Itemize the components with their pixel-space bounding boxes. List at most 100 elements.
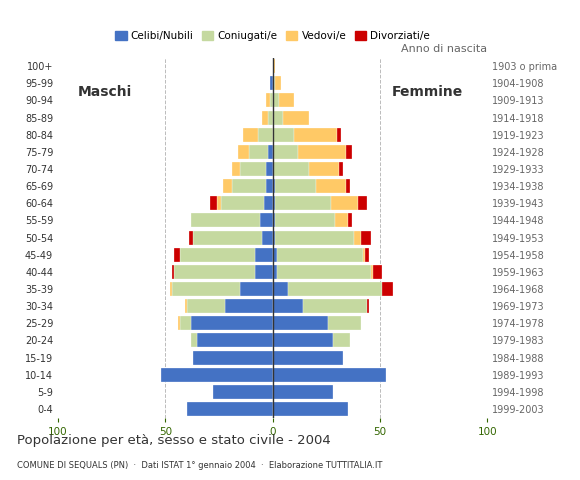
Bar — [328, 316, 361, 330]
Bar — [211, 196, 217, 210]
Bar — [184, 299, 187, 313]
Bar — [354, 230, 361, 245]
Bar — [275, 196, 331, 210]
Bar — [273, 59, 275, 73]
Bar — [331, 196, 358, 210]
Bar — [371, 265, 374, 279]
Bar — [270, 76, 273, 90]
Legend: Celibi/Nubili, Coniugati/e, Vedovi/e, Divorziati/e: Celibi/Nubili, Coniugati/e, Vedovi/e, Di… — [111, 27, 434, 45]
Bar — [273, 110, 284, 125]
Bar — [273, 299, 303, 313]
Bar — [273, 128, 294, 142]
Bar — [264, 196, 273, 210]
Bar — [273, 350, 343, 365]
Bar — [223, 179, 232, 193]
Bar — [189, 230, 193, 245]
Bar — [217, 196, 221, 210]
Text: COMUNE DI SEQUALS (PN)  ·  Dati ISTAT 1° gennaio 2004  ·  Elaborazione TUTTITALI: COMUNE DI SEQUALS (PN) · Dati ISTAT 1° g… — [17, 461, 383, 470]
Bar — [273, 179, 275, 193]
Bar — [232, 179, 266, 193]
Bar — [191, 214, 260, 228]
Bar — [279, 94, 294, 108]
Bar — [361, 230, 371, 245]
Bar — [309, 162, 339, 176]
Bar — [180, 248, 255, 262]
Bar — [273, 145, 298, 159]
Bar — [269, 110, 273, 125]
Text: Anno di nascita: Anno di nascita — [401, 44, 487, 54]
Bar — [273, 94, 279, 108]
Bar — [358, 196, 367, 210]
Bar — [294, 128, 337, 142]
Bar — [241, 282, 273, 296]
Text: Maschi: Maschi — [78, 85, 132, 99]
Bar — [273, 402, 348, 416]
Bar — [275, 230, 354, 245]
Bar — [273, 334, 333, 348]
Bar — [367, 299, 369, 313]
Bar — [249, 145, 269, 159]
Bar — [238, 145, 249, 159]
Bar — [180, 316, 191, 330]
Bar — [273, 162, 309, 176]
Bar — [346, 179, 350, 193]
Bar — [172, 282, 241, 296]
Bar — [169, 282, 172, 296]
Bar — [333, 334, 350, 348]
Bar — [275, 179, 316, 193]
Bar — [262, 230, 273, 245]
Bar — [266, 162, 273, 176]
Bar — [241, 162, 266, 176]
Text: Popolazione per età, sesso e stato civile - 2004: Popolazione per età, sesso e stato civil… — [17, 434, 331, 447]
Bar — [193, 230, 262, 245]
Bar — [266, 179, 273, 193]
Bar — [273, 265, 277, 279]
Bar — [221, 196, 264, 210]
Bar — [178, 316, 180, 330]
Bar — [174, 265, 255, 279]
Bar — [298, 145, 346, 159]
Bar — [197, 334, 273, 348]
Bar — [187, 402, 273, 416]
Bar — [212, 385, 273, 399]
Bar — [303, 299, 367, 313]
Bar — [266, 94, 270, 108]
Bar — [270, 94, 273, 108]
Bar — [161, 368, 273, 382]
Bar — [193, 350, 273, 365]
Bar — [316, 179, 346, 193]
Bar — [226, 299, 273, 313]
Bar — [258, 128, 273, 142]
Bar — [284, 110, 309, 125]
Bar — [242, 128, 258, 142]
Bar — [255, 248, 273, 262]
Bar — [277, 265, 371, 279]
Bar — [339, 162, 343, 176]
Bar — [348, 214, 352, 228]
Bar — [187, 299, 226, 313]
Bar — [172, 265, 174, 279]
Bar — [273, 316, 328, 330]
Bar — [288, 282, 382, 296]
Bar — [269, 145, 273, 159]
Bar — [382, 282, 393, 296]
Bar — [255, 265, 273, 279]
Bar — [260, 214, 273, 228]
Bar — [174, 248, 180, 262]
Bar — [275, 76, 281, 90]
Bar — [273, 76, 275, 90]
Bar — [365, 248, 369, 262]
Bar — [346, 145, 352, 159]
Bar — [337, 128, 341, 142]
Bar — [191, 334, 197, 348]
Bar — [362, 248, 365, 262]
Bar — [273, 214, 275, 228]
Bar — [273, 282, 288, 296]
Bar — [275, 214, 335, 228]
Bar — [232, 162, 241, 176]
Bar — [191, 316, 273, 330]
Bar — [262, 110, 269, 125]
Bar — [273, 248, 277, 262]
Bar — [273, 368, 386, 382]
Bar — [374, 265, 382, 279]
